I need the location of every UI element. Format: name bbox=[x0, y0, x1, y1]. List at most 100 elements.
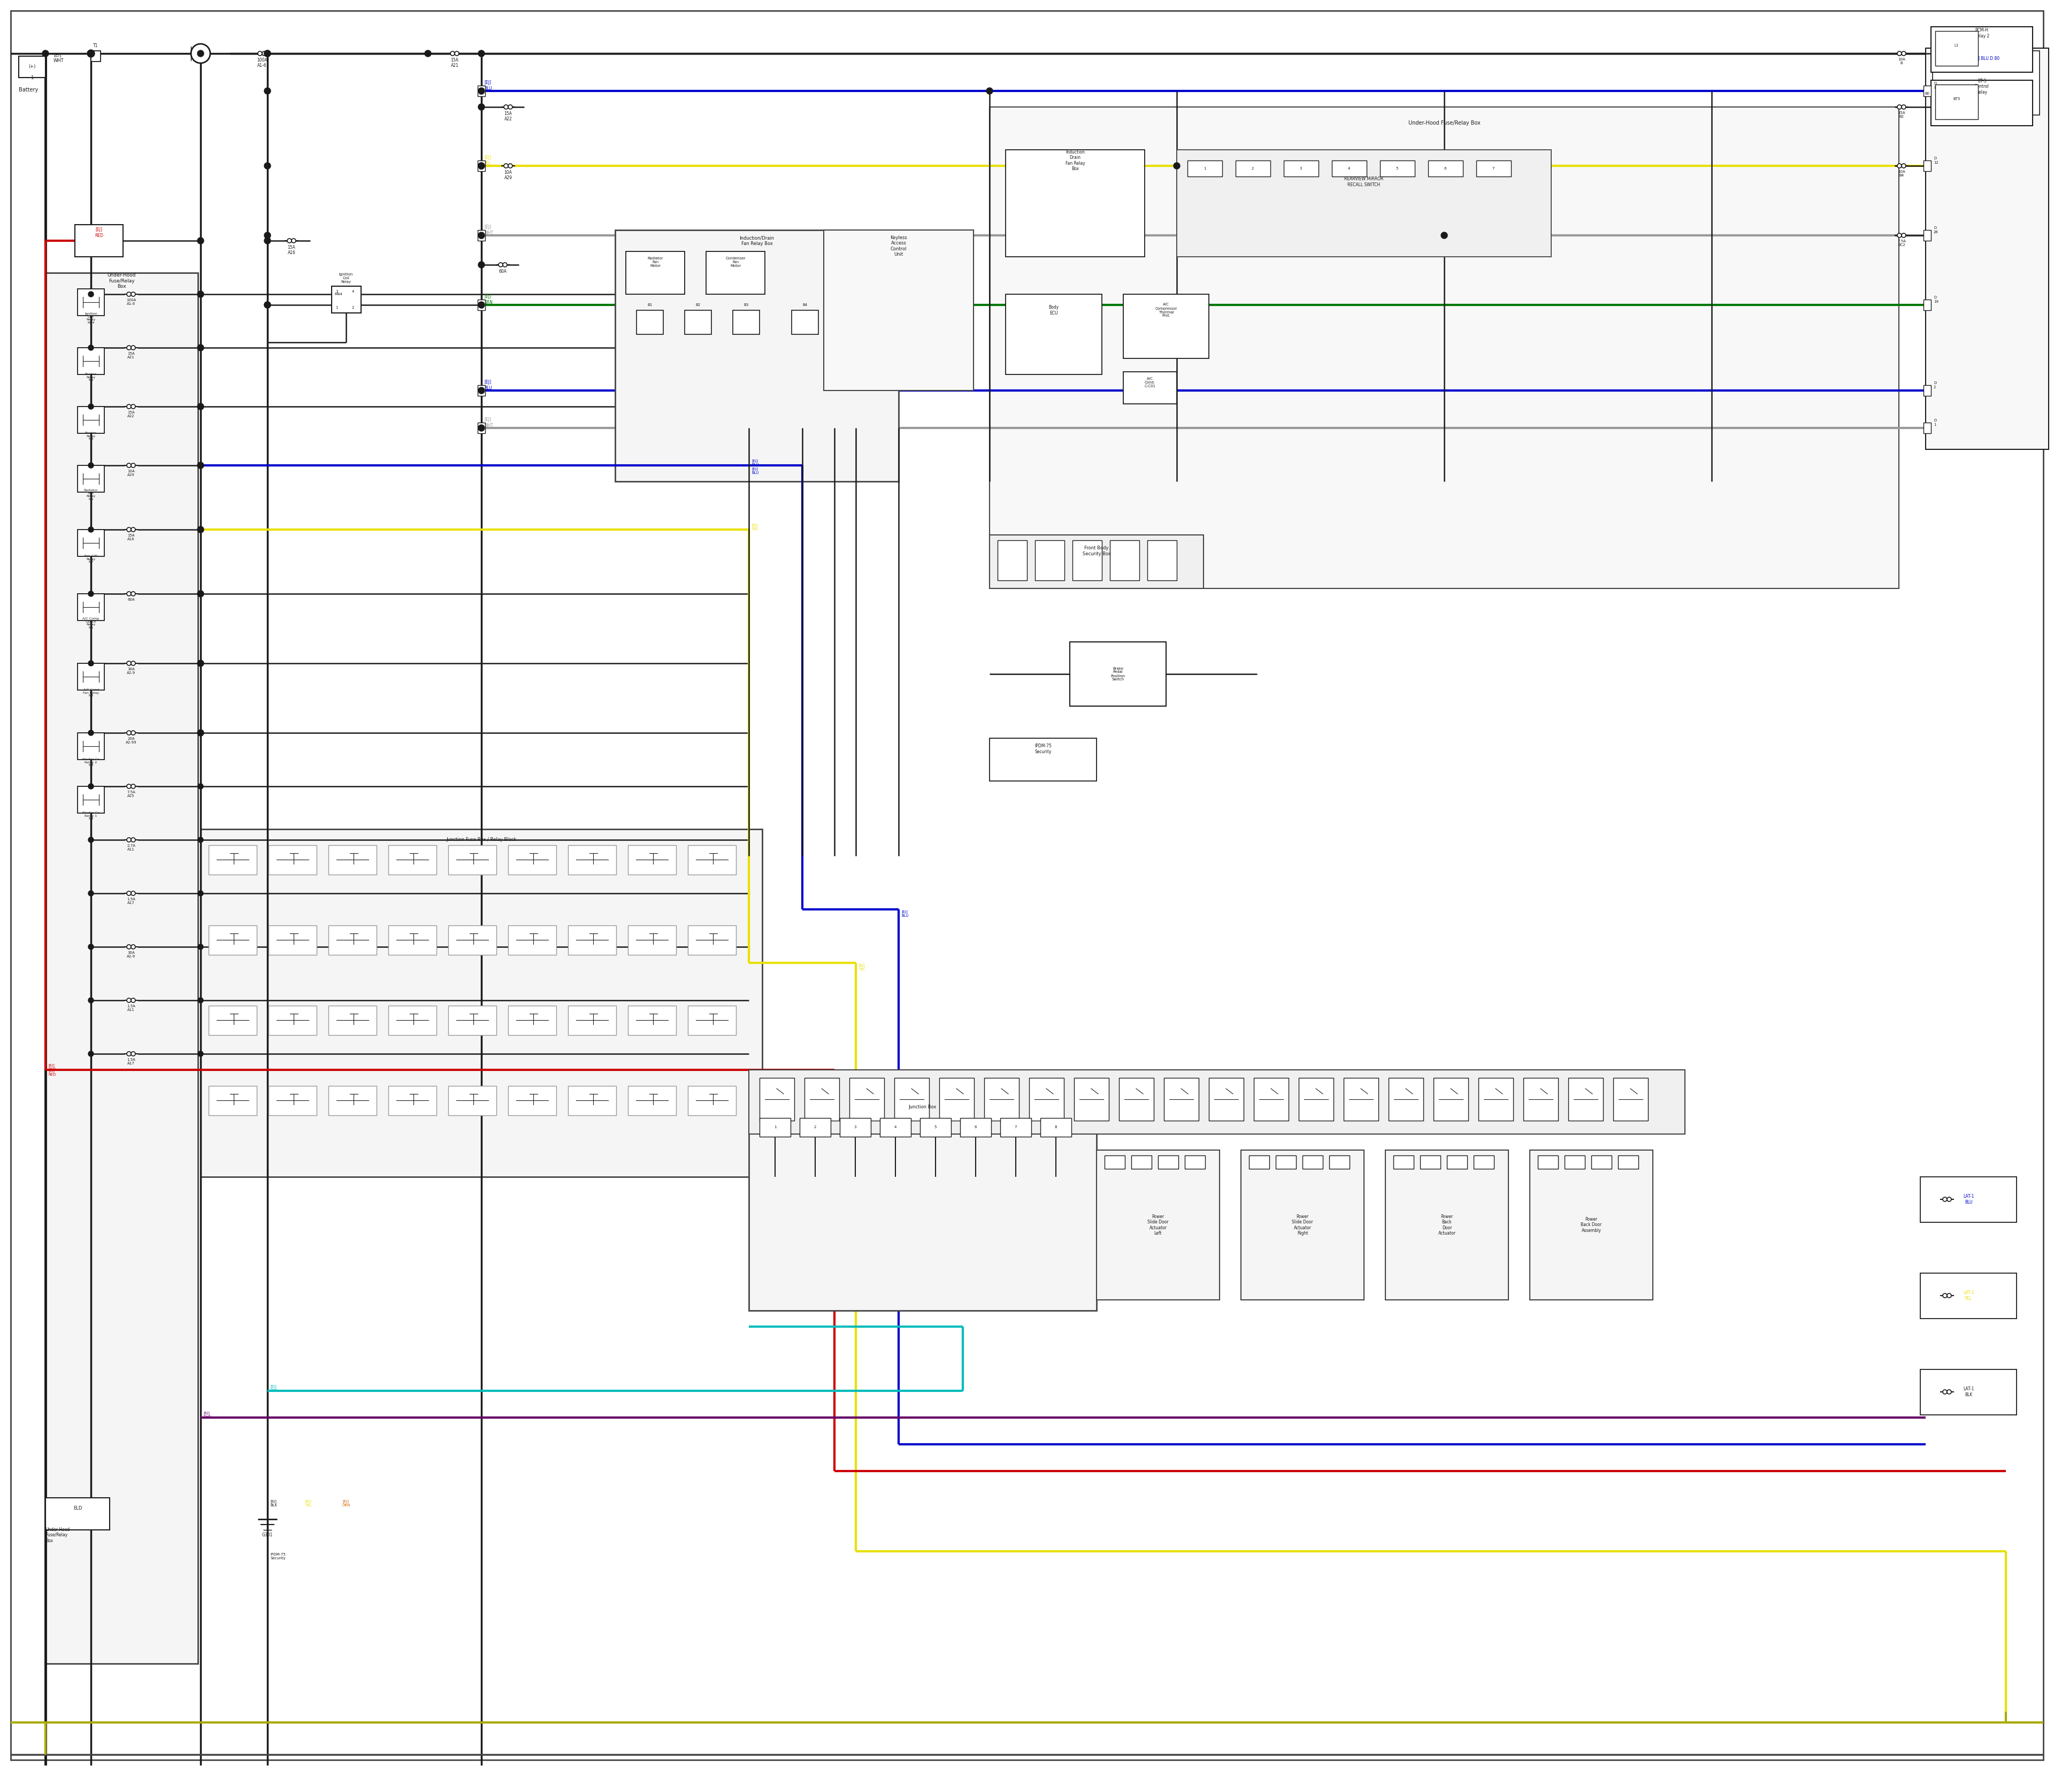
Text: [EJ]
RED: [EJ] RED bbox=[94, 228, 103, 238]
Text: A/C
Compressor
Thermal
Prot.: A/C Compressor Thermal Prot. bbox=[1154, 303, 1177, 317]
Bar bbox=[1331, 161, 1366, 177]
Bar bbox=[448, 925, 497, 955]
Bar bbox=[1923, 423, 1931, 434]
Text: Power
Back
Door
Actuator: Power Back Door Actuator bbox=[1438, 1215, 1456, 1236]
Bar bbox=[990, 108, 1898, 588]
Text: 60: 60 bbox=[479, 237, 485, 240]
Text: 6: 6 bbox=[974, 1125, 978, 1129]
Text: [EJ]
YEL: [EJ] YEL bbox=[304, 1500, 312, 1507]
Bar bbox=[388, 925, 435, 955]
Text: 2: 2 bbox=[813, 1125, 815, 1129]
Bar bbox=[1185, 1156, 1206, 1168]
Bar bbox=[1612, 1077, 1647, 1120]
Text: 7.5A
BC2: 7.5A BC2 bbox=[1898, 240, 1906, 247]
Bar bbox=[1393, 1156, 1413, 1168]
Circle shape bbox=[127, 1052, 131, 1055]
Bar bbox=[1276, 1156, 1296, 1168]
Text: Radiator
Fan
Motor: Radiator Fan Motor bbox=[647, 256, 663, 267]
Bar bbox=[1000, 1118, 1031, 1136]
Bar bbox=[78, 466, 105, 493]
Text: [EJ]
YEL: [EJ] YEL bbox=[485, 156, 491, 165]
Bar bbox=[1097, 1150, 1220, 1299]
Bar bbox=[1343, 1077, 1378, 1120]
Circle shape bbox=[191, 43, 210, 63]
Text: Ignition
Coil
Relay: Ignition Coil Relay bbox=[339, 272, 353, 283]
Circle shape bbox=[197, 891, 203, 896]
Circle shape bbox=[197, 344, 203, 351]
Text: 4: 4 bbox=[351, 290, 353, 294]
Bar bbox=[1524, 1077, 1559, 1120]
Bar bbox=[1931, 81, 2033, 125]
Text: Front Body
Security Box: Front Body Security Box bbox=[1082, 547, 1111, 556]
Circle shape bbox=[479, 387, 485, 394]
Bar bbox=[688, 925, 735, 955]
Circle shape bbox=[1442, 233, 1448, 238]
Bar bbox=[1006, 151, 1144, 256]
Circle shape bbox=[1898, 163, 1902, 168]
Text: 4: 4 bbox=[893, 1125, 898, 1129]
Circle shape bbox=[88, 346, 94, 351]
Text: 2: 2 bbox=[351, 306, 353, 310]
Text: [EI]
WHT: [EI] WHT bbox=[53, 52, 64, 63]
Circle shape bbox=[127, 731, 131, 735]
Bar bbox=[1298, 1077, 1333, 1120]
Text: Radiator
Fan
Relay
M6: Radiator Fan Relay M6 bbox=[84, 489, 99, 500]
Text: Condenser
Fan
Motor: Condenser Fan Motor bbox=[725, 256, 746, 267]
Bar bbox=[388, 1005, 435, 1036]
Text: 1.5A
A11: 1.5A A11 bbox=[127, 1005, 136, 1011]
Circle shape bbox=[127, 405, 131, 409]
Text: M44: M44 bbox=[335, 292, 343, 296]
Text: 100A
A1-6: 100A A1-6 bbox=[125, 299, 136, 305]
Circle shape bbox=[127, 661, 131, 665]
Circle shape bbox=[507, 163, 511, 168]
Bar bbox=[1538, 1156, 1559, 1168]
Bar bbox=[78, 348, 105, 375]
Circle shape bbox=[265, 50, 271, 57]
Circle shape bbox=[425, 50, 431, 57]
Text: 10A
A29: 10A A29 bbox=[503, 170, 511, 181]
Circle shape bbox=[197, 50, 203, 57]
Text: LAT-1
BLU: LAT-1 BLU bbox=[1964, 1193, 1974, 1204]
Circle shape bbox=[127, 527, 131, 532]
Circle shape bbox=[1943, 1294, 1947, 1297]
Bar bbox=[1920, 1369, 2017, 1416]
Bar bbox=[269, 1086, 316, 1115]
Circle shape bbox=[127, 837, 131, 842]
Bar bbox=[629, 925, 676, 955]
Bar bbox=[1249, 1156, 1269, 1168]
Bar bbox=[1070, 642, 1167, 706]
Circle shape bbox=[131, 527, 136, 532]
Bar bbox=[1923, 229, 1931, 240]
Text: 2.7A
A11: 2.7A A11 bbox=[127, 844, 136, 851]
Text: Starter
Relay
M9: Starter Relay M9 bbox=[84, 432, 97, 441]
Circle shape bbox=[265, 88, 271, 95]
Text: Keyless
Access
Control
Unit: Keyless Access Control Unit bbox=[889, 235, 908, 256]
Circle shape bbox=[131, 944, 136, 950]
Text: [EJ]
BLU: [EJ] BLU bbox=[752, 459, 758, 466]
Bar bbox=[479, 161, 485, 172]
Circle shape bbox=[131, 891, 136, 896]
Circle shape bbox=[1947, 1197, 1951, 1201]
Text: IPDM-75
Security: IPDM-75 Security bbox=[1035, 744, 1052, 754]
Text: Starter Co
Relay 1
M8: Starter Co Relay 1 M8 bbox=[82, 812, 99, 821]
Bar bbox=[939, 1077, 974, 1120]
Bar bbox=[990, 738, 1097, 781]
Bar bbox=[1072, 539, 1101, 581]
Bar bbox=[479, 229, 485, 240]
Circle shape bbox=[131, 1052, 136, 1055]
Bar bbox=[1105, 1156, 1126, 1168]
Text: LAT-1
BLK: LAT-1 BLK bbox=[1964, 1387, 1974, 1398]
Text: Power
Back Door
Assembly: Power Back Door Assembly bbox=[1582, 1217, 1602, 1233]
Bar bbox=[479, 423, 485, 434]
Text: 80: 80 bbox=[1925, 91, 1929, 95]
Text: 8: 8 bbox=[1054, 1125, 1058, 1129]
Bar bbox=[1124, 371, 1177, 403]
Bar bbox=[1923, 299, 1931, 310]
Circle shape bbox=[263, 52, 267, 56]
Text: B1: B1 bbox=[647, 303, 653, 306]
Bar bbox=[1284, 161, 1319, 177]
Text: 4: 4 bbox=[1347, 167, 1349, 170]
Circle shape bbox=[479, 163, 485, 168]
Bar bbox=[329, 1086, 376, 1115]
Bar bbox=[1241, 1150, 1364, 1299]
